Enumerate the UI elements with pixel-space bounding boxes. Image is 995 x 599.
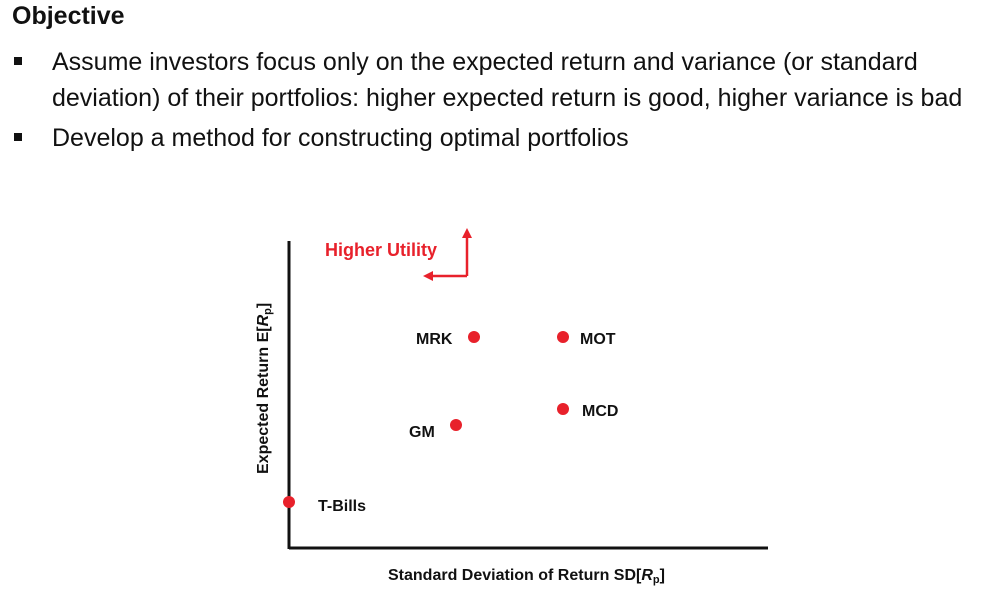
- utility-arrows-icon: [423, 228, 472, 281]
- bullet-text: Assume investors focus only on the expec…: [52, 48, 963, 112]
- point-mot: MOT: [557, 331, 616, 348]
- point-t-bills: T-Bills: [283, 496, 366, 515]
- point-marker: [450, 419, 462, 431]
- point-marker: [557, 403, 569, 415]
- square-bullet-icon: [14, 57, 22, 65]
- point-label: MCD: [582, 403, 618, 420]
- point-marker: [283, 496, 295, 508]
- square-bullet-icon: [14, 133, 22, 141]
- x-axis-label: Standard Deviation of Return SD[Rp]: [388, 567, 665, 586]
- point-marker: [468, 331, 480, 343]
- bullet-list: Assume investors focus only on the expec…: [12, 44, 987, 160]
- slide-title: Objective: [12, 2, 125, 30]
- point-marker: [557, 331, 569, 343]
- point-label: MOT: [580, 331, 616, 348]
- point-label: GM: [409, 424, 435, 441]
- higher-utility-label: Higher Utility: [325, 240, 437, 260]
- bullet-item: Assume investors focus only on the expec…: [12, 44, 987, 116]
- bullet-item: Develop a method for constructing optima…: [12, 120, 987, 156]
- point-mrk: MRK: [416, 331, 480, 348]
- point-label: MRK: [416, 331, 453, 348]
- y-axis-label: Expected Return E[Rp]: [255, 303, 274, 474]
- point-mcd: MCD: [557, 403, 618, 420]
- bullet-text: Develop a method for constructing optima…: [52, 124, 629, 152]
- point-gm: GM: [409, 419, 462, 441]
- point-label: T-Bills: [318, 498, 366, 515]
